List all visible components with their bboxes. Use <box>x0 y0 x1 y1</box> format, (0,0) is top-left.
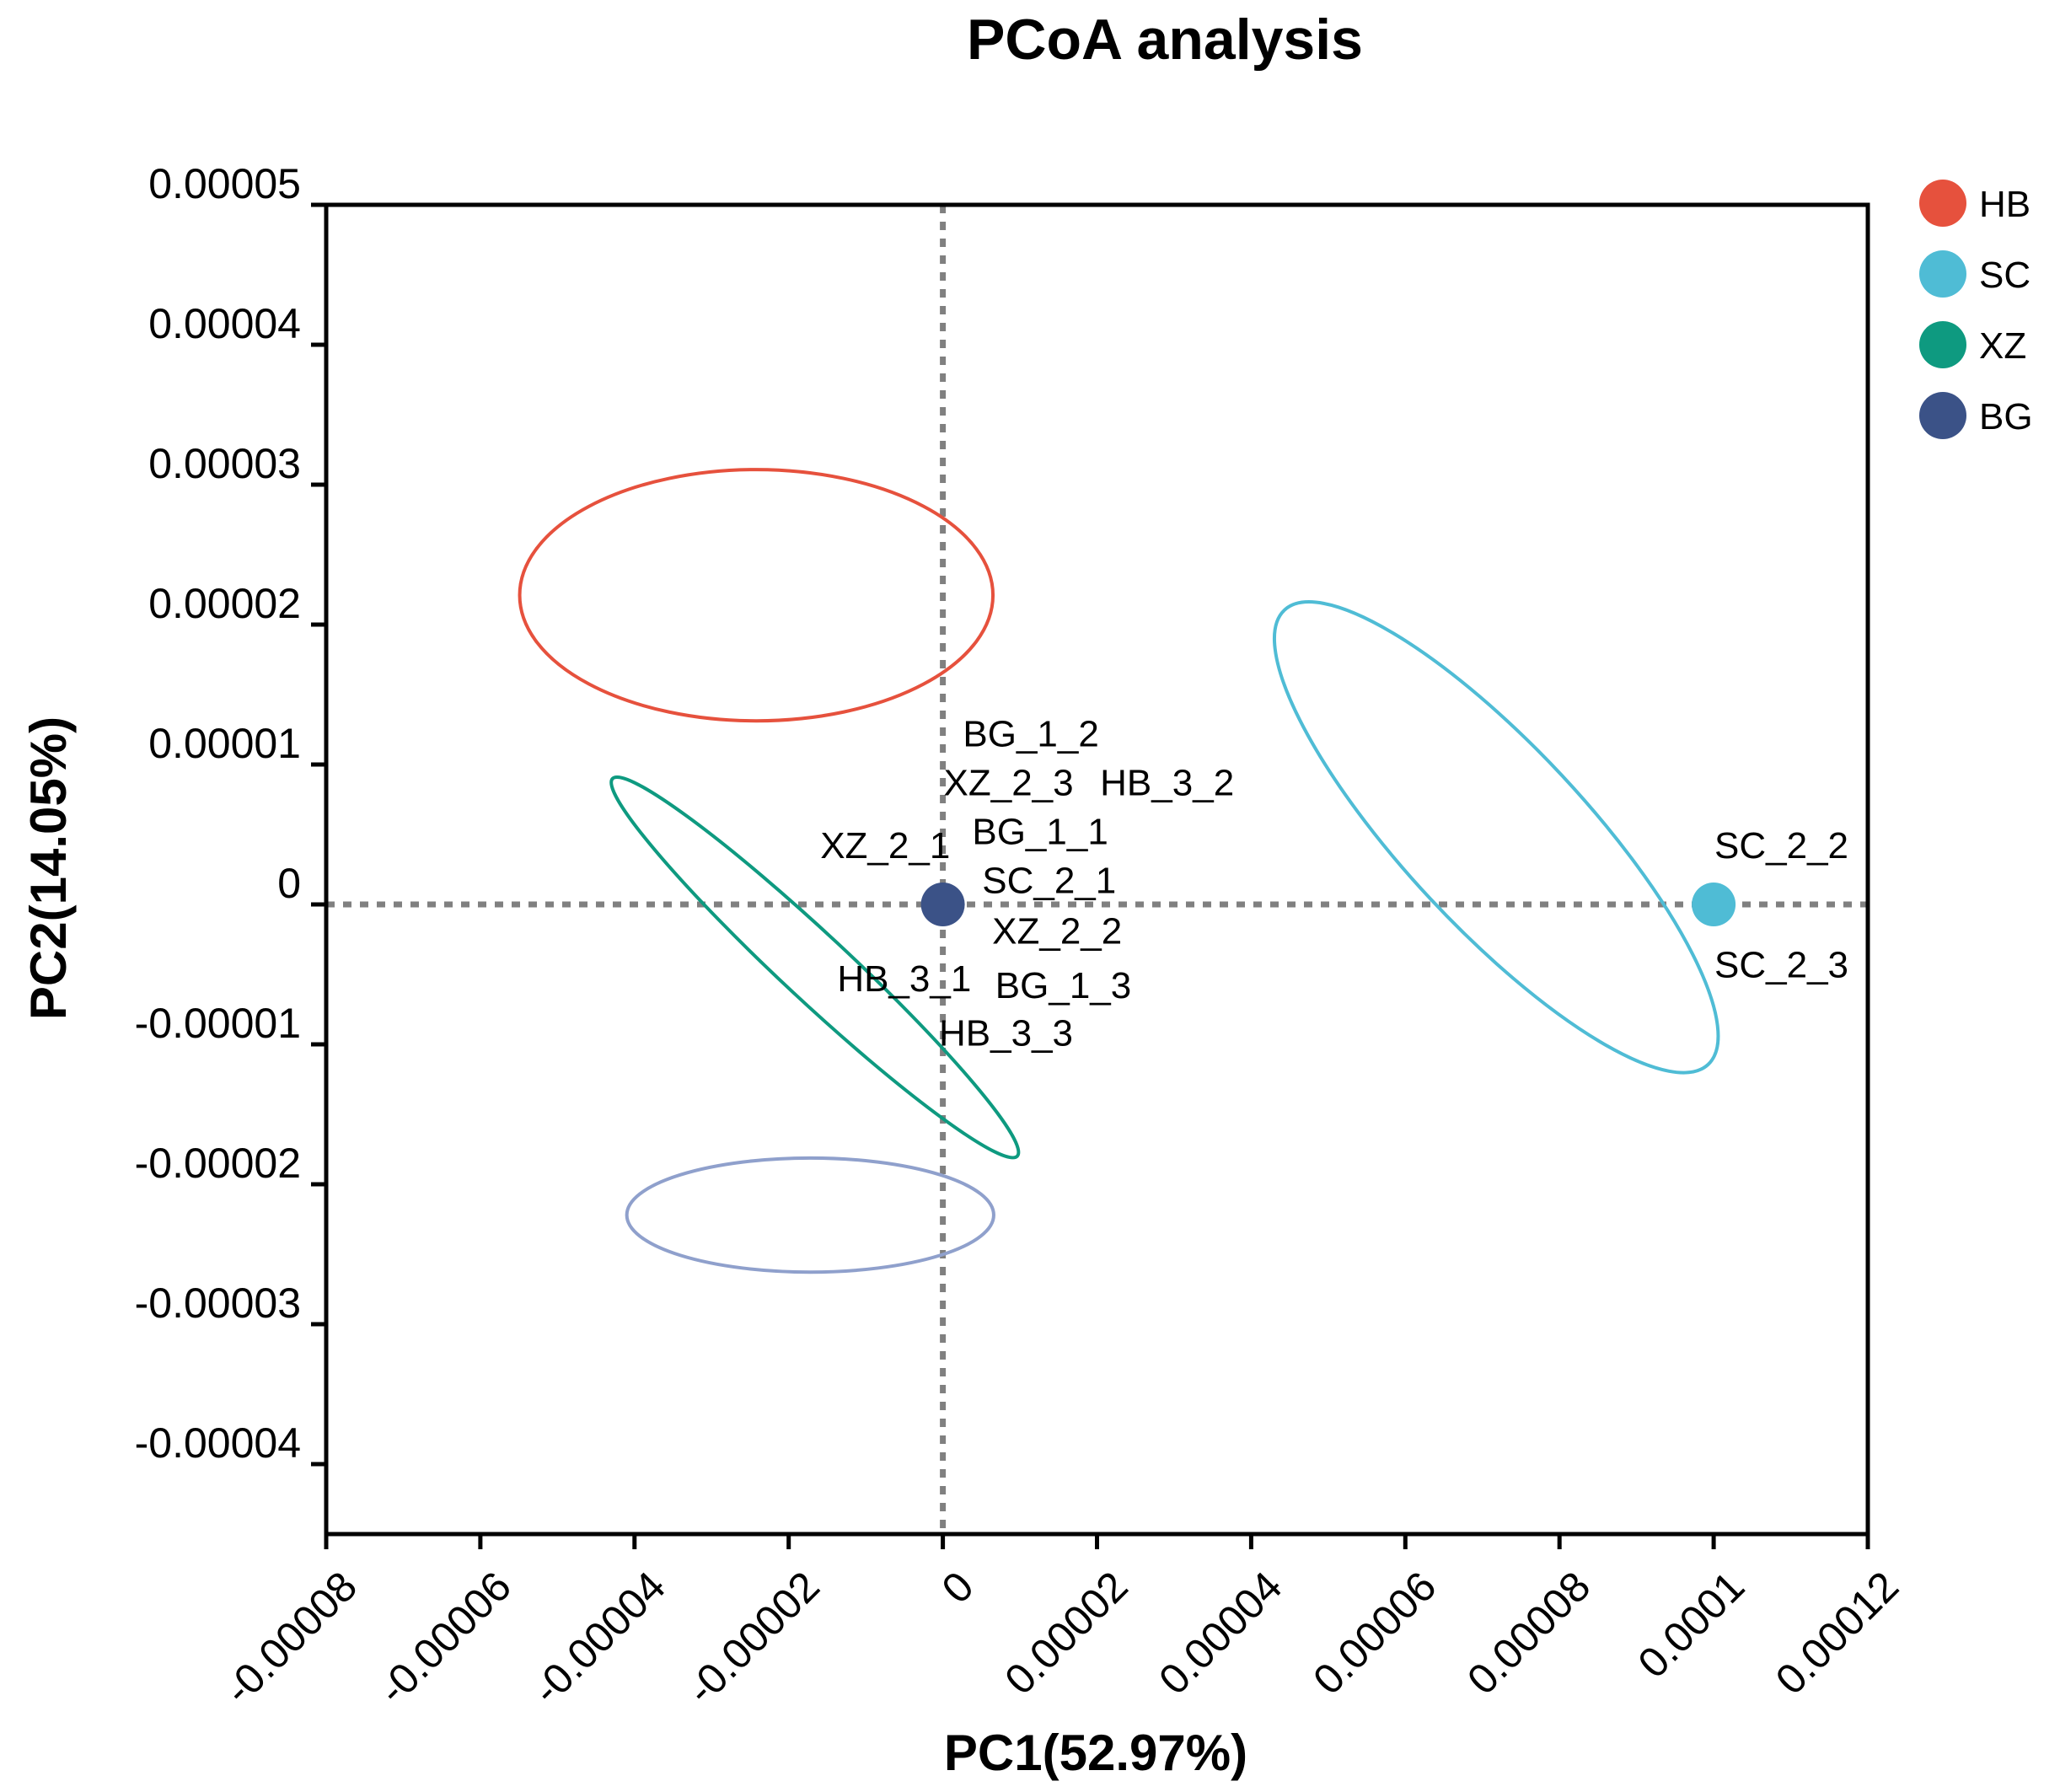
x-tick-label: 0.00002 <box>995 1563 1136 1703</box>
y-tick-label: 0.00001 <box>148 720 301 767</box>
sample-label-hb-3-2: HB_3_2 <box>1100 763 1234 804</box>
plot-area: BG_1_2 XZ_2_3 HB_3_2 BG_1_1 XZ_2_1 SC_2_1 XZ_2… <box>324 202 1870 1537</box>
sample-label-xz-2-3: XZ_2_3 <box>944 763 1074 804</box>
y-axis: 0.00005 0.00004 0.00003 0.00002 0.00001 0 -0.0… <box>135 160 326 1467</box>
sample-label-xz-2-2: XZ_2_2 <box>992 910 1122 952</box>
x-tick-label: 0.00004 <box>1150 1563 1290 1703</box>
ellipse-hb <box>518 468 995 723</box>
y-tick-label: -0.00004 <box>135 1419 301 1467</box>
sample-label-hb-3-3: HB_3_3 <box>939 1013 1073 1054</box>
sample-label-hb-3-1: HB_3_1 <box>837 958 971 1000</box>
x-axis: -0.00008 -0.00006 -0.00004 -0.00002 0 0.00002… <box>215 1534 1907 1714</box>
y-tick-label: 0.00002 <box>148 580 301 627</box>
x-tick-label: 0.00012 <box>1767 1563 1907 1703</box>
sample-label-xz-2-1: XZ_2_1 <box>820 825 950 866</box>
x-tick-label: -0.00002 <box>678 1563 829 1714</box>
y-tick-label: 0.00004 <box>148 300 301 347</box>
sample-label-bg-1-1: BG_1_1 <box>972 812 1108 853</box>
x-tick-label: 0.00006 <box>1304 1563 1445 1703</box>
legend-label-xz: XZ <box>1979 325 2026 367</box>
legend-swatch-bg <box>1919 392 1966 439</box>
x-axis-title: PC1(52.97%) <box>944 1725 1247 1781</box>
legend-label-sc: SC <box>1979 255 2030 296</box>
confidence-ellipses <box>518 468 1720 1274</box>
y-tick-label: 0.00005 <box>148 160 301 207</box>
x-tick-label: -0.00008 <box>215 1563 366 1714</box>
legend-swatch-sc <box>1919 250 1966 298</box>
y-tick-label: -0.00003 <box>135 1280 301 1327</box>
sample-label-sc-2-2: SC_2_2 <box>1714 825 1848 866</box>
x-tick-label: 0.00008 <box>1458 1563 1599 1703</box>
y-axis-title: PC2(14.05%) <box>20 716 77 1020</box>
y-tick-label: -0.00002 <box>135 1140 301 1187</box>
y-tick-label: -0.00001 <box>135 1000 301 1047</box>
sample-labels: BG_1_2 XZ_2_3 HB_3_2 BG_1_1 XZ_2_1 SC_2_1 XZ_2… <box>820 713 1848 1054</box>
sample-label-sc-2-1: SC_2_1 <box>982 861 1116 902</box>
ellipse-sc <box>1272 600 1720 1075</box>
y-tick-label: 0.00003 <box>148 440 301 487</box>
legend: HB SC XZ BG <box>1919 180 2033 439</box>
marker-sc <box>1692 883 1736 926</box>
chart-title: PCoA analysis <box>967 8 1363 72</box>
marker-bg <box>920 883 965 926</box>
x-tick-label: 0 <box>933 1563 983 1612</box>
ellipse-xz <box>609 775 1021 1160</box>
sample-markers <box>920 883 1736 926</box>
sample-label-bg-1-2: BG_1_2 <box>963 713 1098 754</box>
x-tick-label: 0.0001 <box>1629 1563 1754 1687</box>
sample-label-bg-1-3: BG_1_3 <box>995 965 1131 1006</box>
x-tick-label: -0.00006 <box>369 1563 520 1714</box>
reference-lines <box>326 205 1868 1534</box>
sample-label-sc-2-3: SC_2_3 <box>1714 944 1848 985</box>
x-tick-label: -0.00004 <box>523 1563 674 1714</box>
legend-label-hb: HB <box>1979 184 2030 225</box>
legend-swatch-hb <box>1919 180 1966 227</box>
legend-swatch-xz <box>1919 321 1966 368</box>
legend-label-bg: BG <box>1979 396 2033 437</box>
y-tick-label: 0 <box>277 860 301 907</box>
ellipse-bg <box>625 1156 995 1274</box>
